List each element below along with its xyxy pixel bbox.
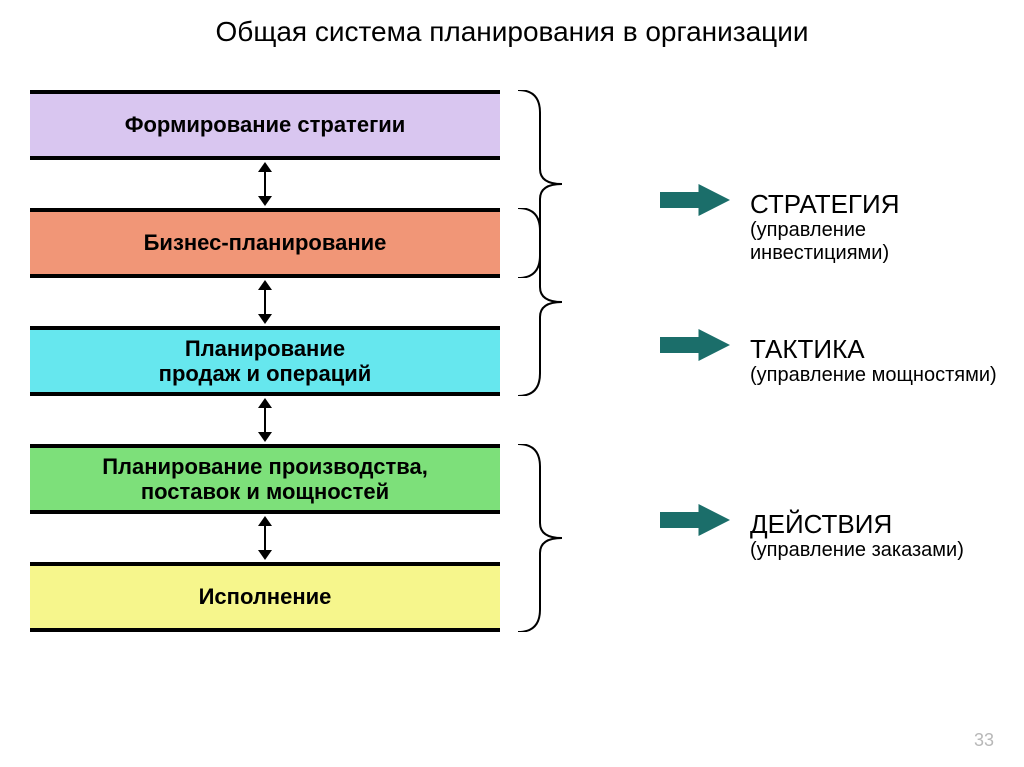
double-arrow-connector bbox=[30, 514, 500, 562]
arrow-right-icon bbox=[660, 184, 730, 221]
group-subtitle: (управление мощностями) bbox=[750, 364, 1000, 387]
stage-box: Формирование стратегии bbox=[30, 90, 500, 160]
group-title: СТРАТЕГИЯ bbox=[750, 190, 1000, 219]
group-title: ТАКТИКА bbox=[750, 335, 1000, 364]
stage-label: Бизнес-планирование bbox=[144, 230, 387, 255]
double-arrow-connector bbox=[30, 396, 500, 444]
arrow-right-icon bbox=[660, 329, 730, 366]
curly-brace bbox=[518, 208, 562, 401]
stage-box: Бизнес-планирование bbox=[30, 208, 500, 278]
group-label: ДЕЙСТВИЯ(управление заказами) bbox=[750, 510, 1000, 562]
stage-label: Планирование производства,поставок и мощ… bbox=[102, 454, 428, 505]
curly-brace bbox=[518, 444, 562, 637]
stage-box: Исполнение bbox=[30, 562, 500, 632]
page-number: 33 bbox=[974, 730, 994, 751]
group-label: СТРАТЕГИЯ(управление инвестициями) bbox=[750, 190, 1000, 265]
double-arrow-connector bbox=[30, 160, 500, 208]
stage-label: Исполнение bbox=[199, 584, 332, 609]
group-label: ТАКТИКА(управление мощностями) bbox=[750, 335, 1000, 387]
stage-label: Формирование стратегии bbox=[125, 112, 406, 137]
arrow-right-icon bbox=[660, 504, 730, 541]
diagram-title: Общая система планирования в организации bbox=[0, 16, 1024, 48]
stage-label: Планированиепродаж и операций bbox=[159, 336, 372, 387]
group-subtitle: (управление инвестициями) bbox=[750, 219, 1000, 265]
double-arrow-connector bbox=[30, 278, 500, 326]
group-subtitle: (управление заказами) bbox=[750, 539, 1000, 562]
stage-box: Планирование производства,поставок и мощ… bbox=[30, 444, 500, 514]
stage-box: Планированиепродаж и операций bbox=[30, 326, 500, 396]
group-title: ДЕЙСТВИЯ bbox=[750, 510, 1000, 539]
stages-column: Формирование стратегии Бизнес-планировани… bbox=[30, 90, 500, 632]
